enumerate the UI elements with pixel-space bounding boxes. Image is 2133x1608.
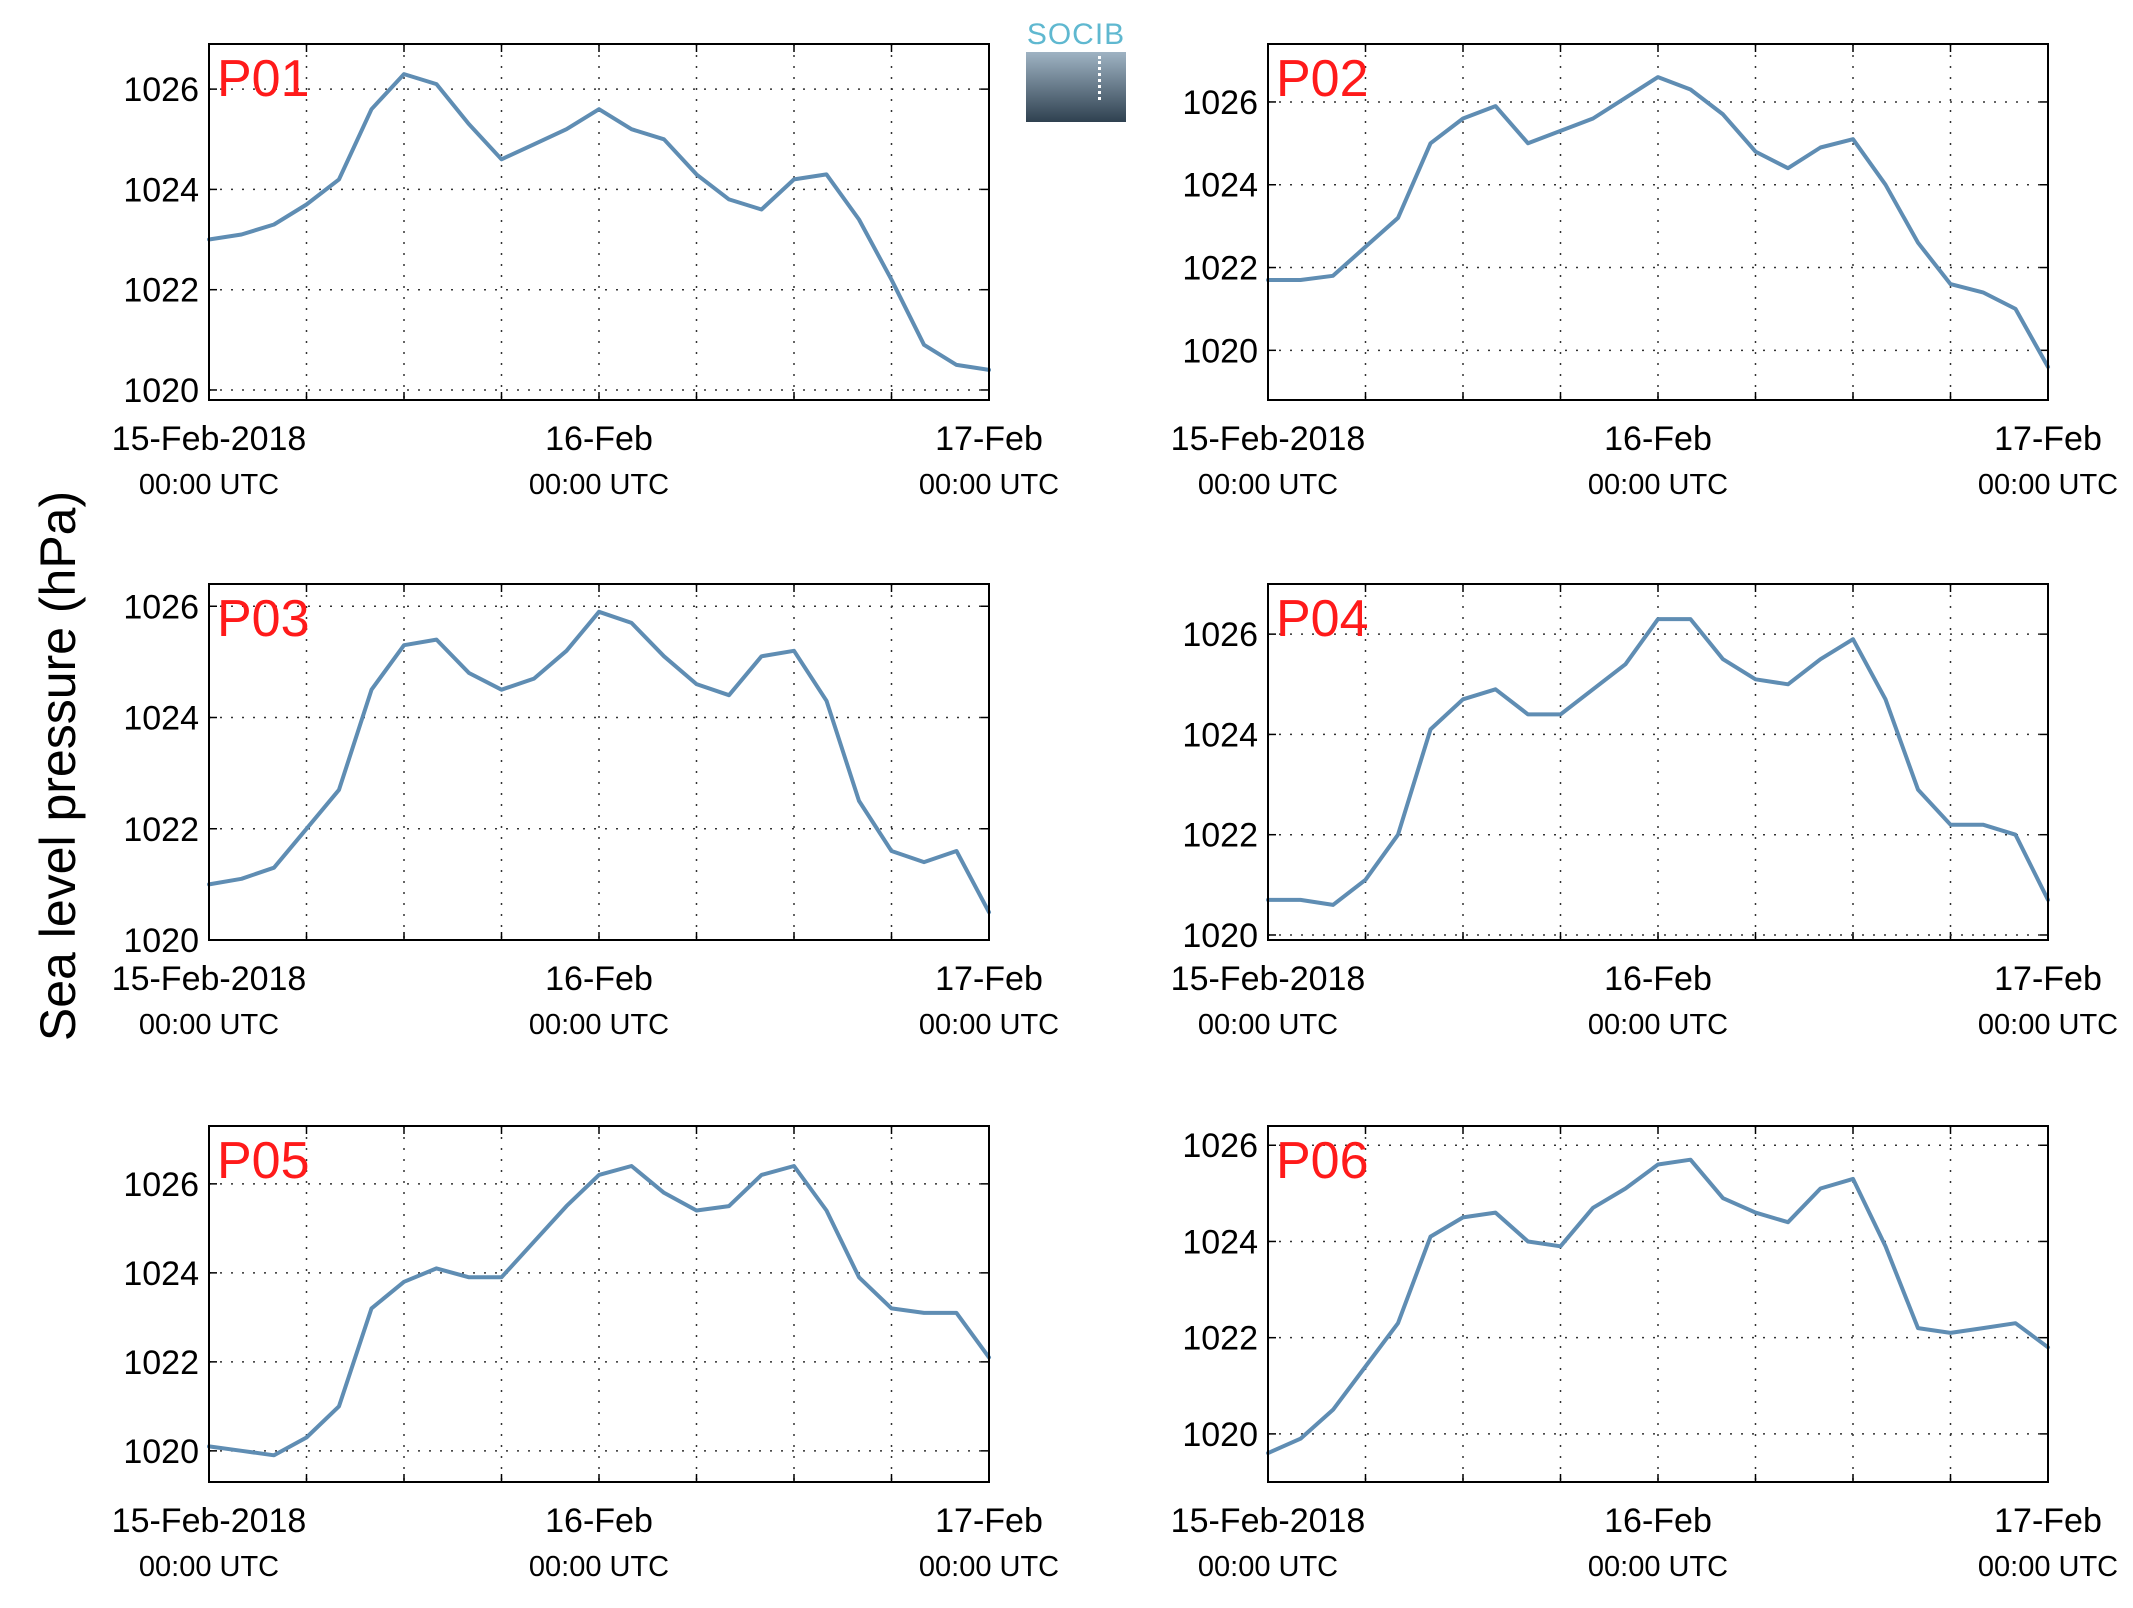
y-tick-label: 1024 xyxy=(1182,1223,1258,1261)
y-tick-label: 1024 xyxy=(1182,716,1258,754)
axes-frame xyxy=(208,43,990,401)
y-tick-label: 1026 xyxy=(1182,84,1258,122)
y-tick-label: 1022 xyxy=(123,811,199,849)
x-tick-sublabel: 00:00 UTC xyxy=(1198,469,1338,501)
x-tick-label: 15-Feb-2018 xyxy=(112,420,307,458)
x-tick-label: 16-Feb xyxy=(1604,420,1712,458)
series-line xyxy=(1266,1157,2050,1456)
logo-graphic xyxy=(1026,52,1126,122)
panel-3: 1020 1022 1024 1026 15-Feb-2018 00:00 UTC 16-F… xyxy=(112,583,1059,1041)
x-tick-label: 17-Feb xyxy=(935,1502,1043,1540)
x-tick-label: 15-Feb-2018 xyxy=(112,960,307,998)
axes-frame xyxy=(1267,43,2049,401)
x-tick-sublabel: 00:00 UTC xyxy=(919,1009,1059,1041)
x-tick-sublabel: 00:00 UTC xyxy=(1978,469,2118,501)
y-tick-label: 1024 xyxy=(123,171,199,209)
x-tick-sublabel: 00:00 UTC xyxy=(529,1009,669,1041)
y-tick-label: 1020 xyxy=(1182,332,1258,370)
y-tick-label: 1026 xyxy=(1182,1127,1258,1165)
panel-title: P06 xyxy=(1276,1132,1369,1190)
series-line xyxy=(207,1164,991,1458)
y-tick-label: 1020 xyxy=(1182,917,1258,955)
y-tick-label: 1026 xyxy=(123,1166,199,1204)
x-tick-sublabel: 00:00 UTC xyxy=(529,1551,669,1583)
x-tick-sublabel: 00:00 UTC xyxy=(139,469,279,501)
y-tick-label: 1026 xyxy=(123,588,199,626)
x-tick-label: 17-Feb xyxy=(1994,1502,2102,1540)
series-line xyxy=(207,609,991,915)
x-tick-label: 15-Feb-2018 xyxy=(1171,420,1366,458)
x-tick-sublabel: 00:00 UTC xyxy=(529,469,669,501)
axes-frame xyxy=(1267,583,2049,941)
x-tick-label: 16-Feb xyxy=(545,420,653,458)
x-tick-label: 15-Feb-2018 xyxy=(112,1502,307,1540)
x-tick-label: 16-Feb xyxy=(545,960,653,998)
panel-title: P01 xyxy=(217,50,310,108)
axes-frame xyxy=(208,1125,990,1483)
panel-title: P05 xyxy=(217,1132,310,1190)
panel-title: P03 xyxy=(217,590,310,648)
x-tick-label: 15-Feb-2018 xyxy=(1171,1502,1366,1540)
y-tick-label: 1022 xyxy=(123,1344,199,1382)
panel-4: 1020 1022 1024 1026 15-Feb-2018 00:00 UTC 16-F… xyxy=(1171,583,2118,1041)
series-line xyxy=(1266,617,2050,907)
y-tick-label: 1022 xyxy=(1182,250,1258,288)
socib-logo: SOCIB xyxy=(1026,18,1126,122)
x-tick-sublabel: 00:00 UTC xyxy=(139,1009,279,1041)
x-tick-label: 16-Feb xyxy=(1604,960,1712,998)
y-tick-label: 1024 xyxy=(123,1255,199,1293)
x-tick-label: 16-Feb xyxy=(1604,1502,1712,1540)
panel-1: 1020 1022 1024 1026 15-Feb-2018 00:00 UTC 16-F… xyxy=(112,43,1059,501)
panel-6: 1020 1022 1024 1026 15-Feb-2018 00:00 UTC 16-F… xyxy=(1171,1125,2118,1583)
x-tick-label: 17-Feb xyxy=(935,420,1043,458)
x-tick-sublabel: 00:00 UTC xyxy=(1588,1009,1728,1041)
axes-frame xyxy=(208,583,990,941)
logo-dotted-line xyxy=(1098,56,1101,100)
logo-text: SOCIB xyxy=(1026,18,1126,51)
x-tick-sublabel: 00:00 UTC xyxy=(1588,1551,1728,1583)
x-tick-sublabel: 00:00 UTC xyxy=(919,1551,1059,1583)
x-tick-sublabel: 00:00 UTC xyxy=(1198,1009,1338,1041)
y-tick-label: 1022 xyxy=(1182,817,1258,855)
y-tick-label: 1020 xyxy=(123,1433,199,1471)
panel-title: P02 xyxy=(1276,50,1369,108)
y-tick-label: 1024 xyxy=(1182,167,1258,205)
y-tick-label: 1020 xyxy=(123,922,199,960)
x-tick-sublabel: 00:00 UTC xyxy=(1978,1009,2118,1041)
x-tick-label: 17-Feb xyxy=(935,960,1043,998)
x-tick-sublabel: 00:00 UTC xyxy=(1588,469,1728,501)
y-tick-label: 1020 xyxy=(123,372,199,410)
y-tick-label: 1024 xyxy=(123,700,199,738)
y-tick-label: 1022 xyxy=(123,272,199,310)
y-tick-label: 1026 xyxy=(123,71,199,109)
x-tick-label: 15-Feb-2018 xyxy=(1171,960,1366,998)
x-tick-sublabel: 00:00 UTC xyxy=(1198,1551,1338,1583)
panel-5: 1020 1022 1024 1026 15-Feb-2018 00:00 UTC 16-F… xyxy=(112,1125,1059,1583)
x-tick-sublabel: 00:00 UTC xyxy=(1978,1551,2118,1583)
series-line xyxy=(1266,75,2050,369)
x-tick-label: 17-Feb xyxy=(1994,960,2102,998)
panel-title: P04 xyxy=(1276,590,1369,648)
x-tick-sublabel: 00:00 UTC xyxy=(919,469,1059,501)
axes-frame xyxy=(1267,1125,2049,1483)
y-tick-label: 1026 xyxy=(1182,616,1258,654)
y-tick-label: 1020 xyxy=(1182,1416,1258,1454)
series-line xyxy=(207,72,991,372)
x-tick-label: 16-Feb xyxy=(545,1502,653,1540)
x-tick-label: 17-Feb xyxy=(1994,420,2102,458)
panel-2: 1020 1022 1024 1026 15-Feb-2018 00:00 UTC 16-F… xyxy=(1171,43,2118,501)
x-tick-sublabel: 00:00 UTC xyxy=(139,1551,279,1583)
y-tick-label: 1022 xyxy=(1182,1320,1258,1358)
